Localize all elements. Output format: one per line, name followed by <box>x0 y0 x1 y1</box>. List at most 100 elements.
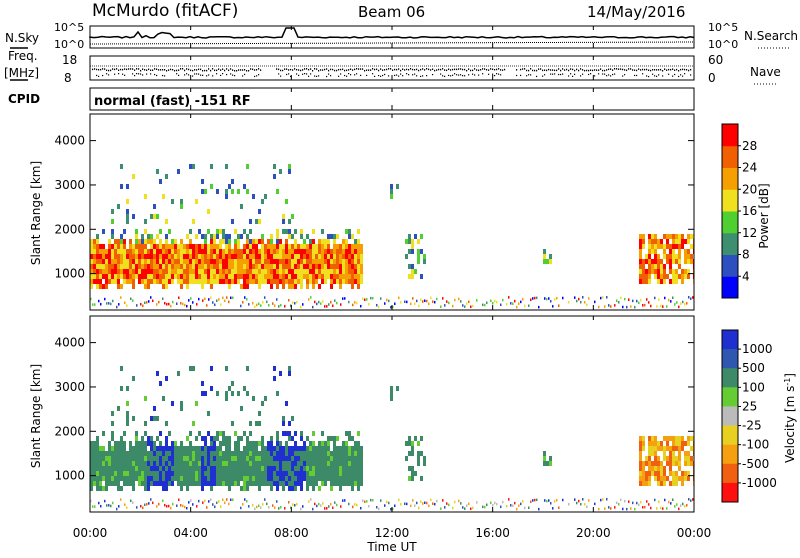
freq-mark <box>580 68 582 70</box>
scatter-cell <box>432 502 434 505</box>
range-cell <box>144 486 147 491</box>
range-cell <box>219 274 222 279</box>
range-cell <box>171 264 174 269</box>
range-cell <box>354 259 357 264</box>
scatter-cell <box>550 502 552 505</box>
range-cell <box>687 461 690 466</box>
range-cell <box>684 441 687 446</box>
range-cell <box>273 376 276 381</box>
nave-mark <box>198 73 200 75</box>
range-cell <box>348 431 351 436</box>
nave-mark <box>242 75 244 77</box>
range-cell <box>288 249 291 254</box>
range-cell <box>270 284 273 289</box>
scatter-cell <box>388 299 390 303</box>
range-cell <box>204 476 207 481</box>
scatter-cell <box>392 507 394 511</box>
scatter-cell <box>364 298 366 301</box>
nave-mark <box>226 74 228 76</box>
range-cell <box>99 279 102 284</box>
scatter-cell <box>586 505 588 509</box>
range-cell <box>240 476 243 481</box>
nave-mark <box>328 73 330 75</box>
range-cell <box>210 461 213 466</box>
range-cell <box>270 461 273 466</box>
freq-mark <box>92 68 94 71</box>
nsky-trace <box>89 27 695 45</box>
range-cell <box>126 254 129 259</box>
nsky-label: N.Sky <box>5 31 39 45</box>
scatter-cell <box>184 505 186 509</box>
range-cell <box>171 244 174 249</box>
velocity-data-cells <box>90 366 694 511</box>
nave-mark <box>472 73 474 75</box>
range-cell <box>225 466 228 471</box>
range-cell <box>108 466 111 471</box>
scatter-cell <box>444 506 446 509</box>
range-cell <box>141 461 144 466</box>
range-cell <box>264 244 267 249</box>
range-cell <box>321 254 324 259</box>
range-cell <box>666 259 669 264</box>
range-cell <box>267 269 270 274</box>
range-cell <box>126 199 129 204</box>
range-cell <box>267 476 270 481</box>
range-cell <box>339 254 342 259</box>
range-cell <box>102 254 105 259</box>
range-cell <box>339 461 342 466</box>
nave-mark <box>422 75 424 77</box>
range-cell <box>345 461 348 466</box>
freq-mark <box>204 69 206 72</box>
scatter-cell <box>220 303 222 306</box>
range-cell <box>348 249 351 254</box>
scatter-cell <box>452 304 454 308</box>
range-cell <box>333 249 336 254</box>
range-cell <box>96 456 99 461</box>
range-cell <box>138 259 141 264</box>
range-cell <box>207 456 210 461</box>
range-cell <box>120 366 123 371</box>
range-cell <box>138 466 141 471</box>
range-cell <box>96 446 99 451</box>
range-cell <box>294 244 297 249</box>
range-cell <box>147 436 150 441</box>
nave-mark <box>98 75 100 77</box>
range-cell <box>252 194 255 199</box>
range-cell <box>111 456 114 461</box>
range-cell <box>285 254 288 259</box>
range-cell <box>285 446 288 451</box>
range-cell <box>285 264 288 269</box>
range-cell <box>234 244 237 249</box>
scatter-cell <box>546 499 548 503</box>
scatter-cell <box>164 503 166 507</box>
range-cell <box>642 461 645 466</box>
range-cell <box>108 239 111 244</box>
range-cell <box>324 254 327 259</box>
range-cell <box>132 481 135 486</box>
range-cell <box>663 244 666 249</box>
range-cell <box>132 451 135 456</box>
range-cell <box>147 451 150 456</box>
range-cell <box>324 466 327 471</box>
freq-mark <box>324 68 326 71</box>
colorbar-tick-label: 500 <box>742 361 765 375</box>
scatter-cell <box>446 300 448 303</box>
range-cell <box>135 436 138 441</box>
freq-mark <box>304 68 306 70</box>
nave-mark <box>162 74 164 77</box>
range-cell <box>111 219 114 224</box>
range-cell <box>270 446 273 451</box>
range-cell <box>345 456 348 461</box>
range-cell <box>306 259 309 264</box>
range-cell <box>171 441 174 446</box>
range-cell <box>255 471 258 476</box>
scatter-cell <box>434 300 436 304</box>
scatter-cell <box>166 505 168 508</box>
range-cell <box>351 446 354 451</box>
range-cell <box>210 466 213 471</box>
scatter-cell <box>326 507 328 510</box>
range-cell <box>276 279 279 284</box>
range-cell <box>162 274 165 279</box>
range-cell <box>120 164 123 169</box>
range-cell <box>336 466 339 471</box>
